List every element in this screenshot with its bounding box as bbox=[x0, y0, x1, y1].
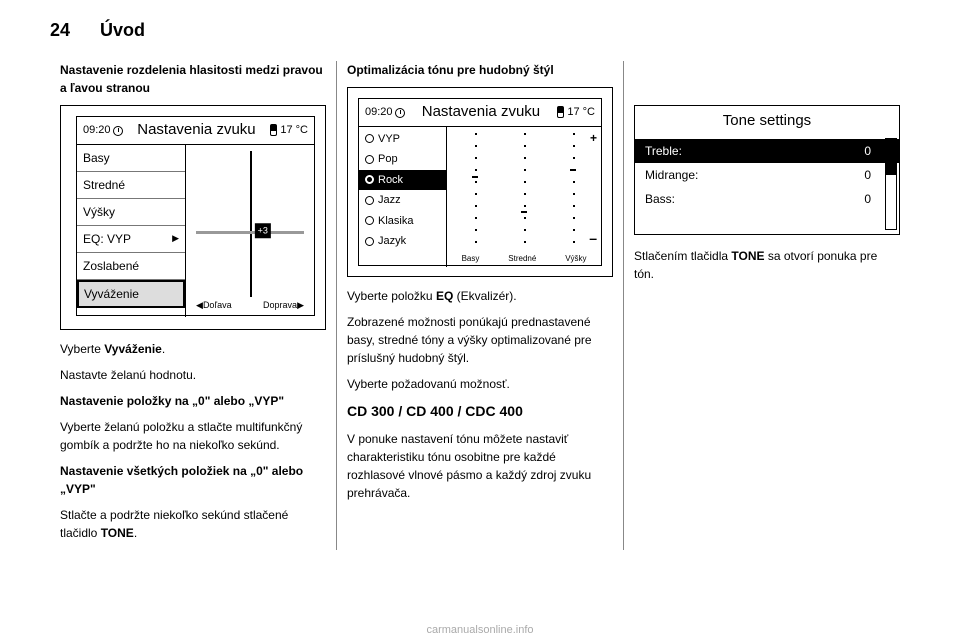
status-bar-2: 09:20 Nastavenia zvuku 17 °C bbox=[359, 99, 601, 127]
radio-icon bbox=[365, 237, 374, 246]
page-number: 24 bbox=[50, 20, 70, 41]
eq-treble-col bbox=[573, 133, 574, 247]
eq-item-pop[interactable]: Pop bbox=[359, 149, 446, 170]
therm-icon-2 bbox=[557, 106, 564, 118]
tone-settings-title: Tone settings bbox=[635, 106, 899, 139]
col1-h2: Nastavenie položky na „0" alebo „VYP" bbox=[60, 392, 326, 410]
clock-time: 09:20 bbox=[83, 122, 111, 139]
screen1-title: Nastavenia zvuku bbox=[123, 119, 271, 142]
eq-bass-col bbox=[475, 133, 476, 247]
screen2-title: Nastavenia zvuku bbox=[405, 101, 558, 124]
balance-slider-area: +3 ◀Doľava Doprava▶ bbox=[186, 145, 314, 317]
menu-item-vysky[interactable]: Výšky bbox=[77, 199, 185, 226]
balance-vertical-line bbox=[250, 151, 252, 297]
col1-p4: Stlačte a podržte niekoľko sekúnd stlače… bbox=[60, 506, 326, 542]
radio-icon bbox=[365, 155, 374, 164]
scrollbar[interactable] bbox=[885, 138, 897, 230]
eq-tick bbox=[570, 169, 576, 171]
eq-item-jazyk[interactable]: Jazyk bbox=[359, 231, 446, 252]
column-3: Tone settings Treble: 0 Midrange: 0 Bass… bbox=[623, 61, 910, 550]
menu-item-vyvazenie[interactable]: Vyváženie bbox=[77, 280, 185, 308]
col2-p1: Vyberte položku EQ (Ekvalizér). bbox=[347, 287, 613, 305]
clock-time-2: 09:20 bbox=[365, 104, 393, 121]
menu-item-zoslabene[interactable]: Zoslabené bbox=[77, 253, 185, 280]
col1-p1: Vyberte Vyváženie. bbox=[60, 340, 326, 358]
tone-row-midrange[interactable]: Midrange: 0 bbox=[635, 163, 899, 187]
therm-icon bbox=[270, 124, 277, 136]
screenshot-eq: 09:20 Nastavenia zvuku 17 °C VYP Pop Roc… bbox=[347, 87, 613, 277]
col2-p4: V ponuke nastavení tónu môžete nastaviť … bbox=[347, 430, 613, 502]
temperature: 17 °C bbox=[280, 122, 308, 139]
column-2: Optimalizácia tónu pre hudobný štýl 09:2… bbox=[336, 61, 623, 550]
eq-mid-col bbox=[524, 133, 525, 247]
balance-knob[interactable]: +3 bbox=[255, 223, 271, 239]
menu-item-basy[interactable]: Basy bbox=[77, 145, 185, 172]
radio-icon bbox=[365, 216, 374, 225]
eq-tick bbox=[472, 176, 478, 178]
col1-heading: Nastavenie rozdelenia hlasitosti medzi p… bbox=[60, 61, 326, 97]
scrollbar-thumb[interactable] bbox=[886, 139, 896, 175]
status-bar: 09:20 Nastavenia zvuku 17 °C bbox=[77, 117, 314, 145]
eq-graph: + – Basy Stredné Výšky bbox=[446, 127, 601, 267]
col2-p2: Zobrazené možnosti ponúkajú prednastaven… bbox=[347, 313, 613, 367]
columns: Nastavenie rozdelenia hlasitosti medzi p… bbox=[50, 61, 910, 550]
menu-item-eq[interactable]: EQ: VYP▶ bbox=[77, 226, 185, 253]
col1-p2: Nastavte želanú hodnotu. bbox=[60, 366, 326, 384]
page-title: Úvod bbox=[100, 20, 145, 41]
radio-icon-selected bbox=[365, 175, 374, 184]
col2-h2: CD 300 / CD 400 / CDC 400 bbox=[347, 401, 613, 422]
col2-heading: Optimalizácia tónu pre hudobný štýl bbox=[347, 61, 613, 79]
col1-h3: Nastavenie všetkých položiek na „0" aleb… bbox=[60, 462, 326, 498]
radio-icon bbox=[365, 134, 374, 143]
eq-item-rock[interactable]: Rock bbox=[359, 170, 446, 191]
eq-item-jazz[interactable]: Jazz bbox=[359, 190, 446, 211]
clock-icon bbox=[113, 126, 123, 136]
clock-icon-2 bbox=[395, 108, 405, 118]
screenshot-balance: 09:20 Nastavenia zvuku 17 °C Basy Stredn… bbox=[60, 105, 326, 330]
balance-label-right: Doprava▶ bbox=[263, 299, 304, 313]
page: 24 Úvod Nastavenie rozdelenia hlasitosti… bbox=[0, 0, 960, 560]
temperature-2: 17 °C bbox=[567, 104, 595, 121]
eq-tick bbox=[521, 211, 527, 213]
eq-item-klasika[interactable]: Klasika bbox=[359, 211, 446, 232]
balance-menu-list: Basy Stredné Výšky EQ: VYP▶ Zoslabené Vy… bbox=[77, 145, 186, 317]
page-header: 24 Úvod bbox=[50, 20, 910, 41]
tone-row-treble[interactable]: Treble: 0 bbox=[635, 139, 899, 163]
minus-icon: – bbox=[589, 228, 597, 249]
radio-icon bbox=[365, 196, 374, 205]
eq-item-vyp[interactable]: VYP bbox=[359, 129, 446, 150]
chevron-right-icon: ▶ bbox=[172, 232, 179, 246]
footer-watermark: carmanualsonline.info bbox=[0, 624, 960, 636]
menu-item-stredne[interactable]: Stredné bbox=[77, 172, 185, 199]
eq-preset-list: VYP Pop Rock Jazz Klasika Jazyk bbox=[359, 127, 446, 267]
col2-p3: Vyberte požadovanú možnosť. bbox=[347, 375, 613, 393]
tone-row-bass[interactable]: Bass: 0 bbox=[635, 187, 899, 211]
balance-horizontal-track bbox=[196, 231, 304, 234]
eq-axis-labels: Basy Stredné Výšky bbox=[447, 253, 601, 265]
plus-icon: + bbox=[590, 129, 597, 147]
col3-p1: Stlačením tlačidla TONE sa otvorí ponuka… bbox=[634, 247, 900, 283]
balance-label-left: ◀Doľava bbox=[196, 299, 232, 313]
col1-p3: Vyberte želanú položku a stlačte multifu… bbox=[60, 418, 326, 454]
screenshot-tone-settings: Tone settings Treble: 0 Midrange: 0 Bass… bbox=[634, 105, 900, 235]
column-1: Nastavenie rozdelenia hlasitosti medzi p… bbox=[50, 61, 336, 550]
